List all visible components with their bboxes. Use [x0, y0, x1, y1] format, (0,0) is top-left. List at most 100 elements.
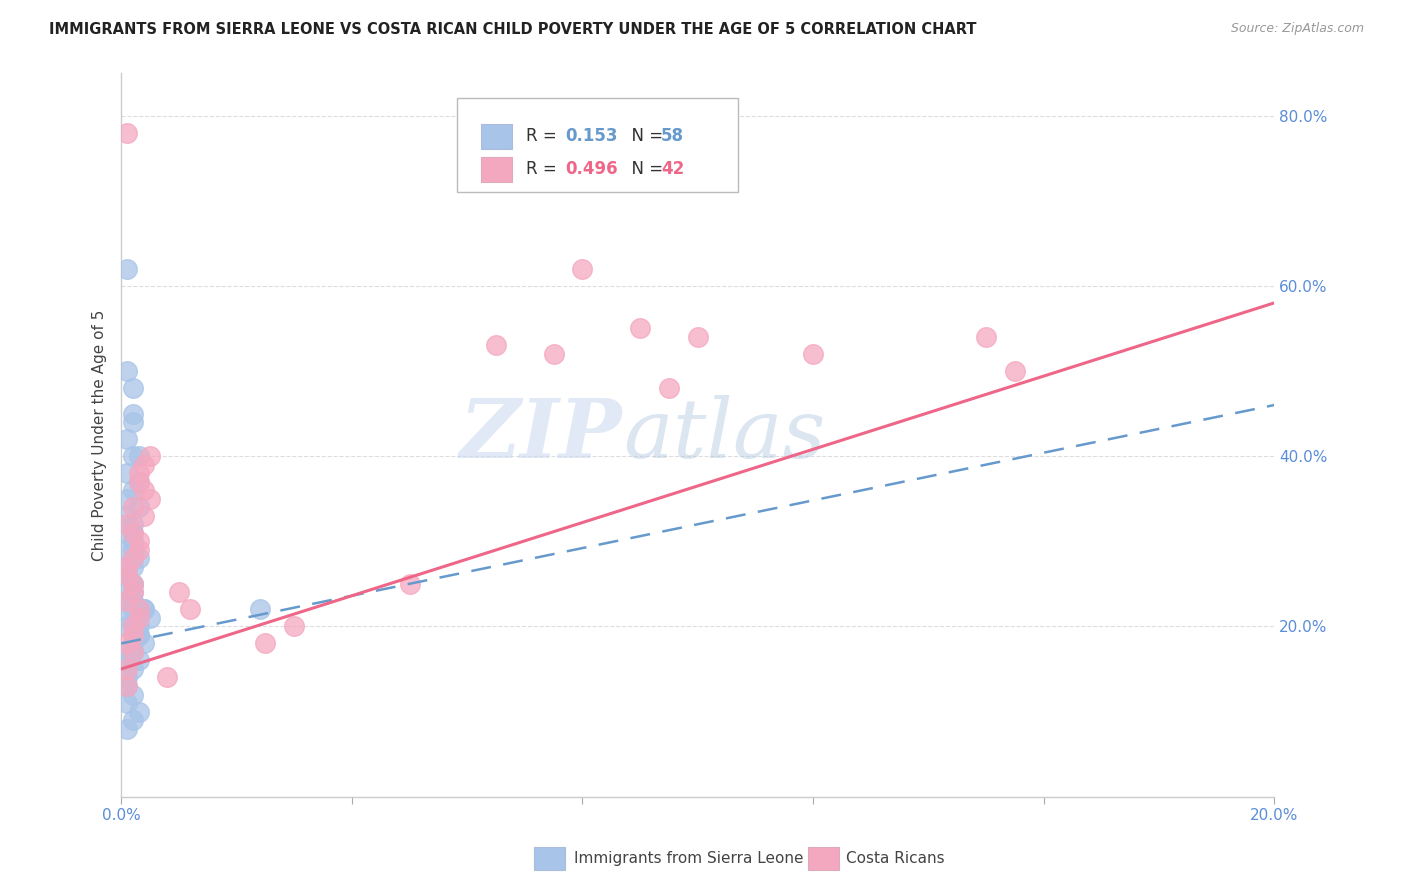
Text: 58: 58	[661, 128, 683, 145]
Point	[121, 517, 143, 532]
Point	[128, 619, 150, 633]
Point	[121, 381, 143, 395]
Point	[1004, 364, 1026, 378]
Text: Immigrants from Sierra Leone: Immigrants from Sierra Leone	[574, 851, 803, 865]
Point	[115, 542, 138, 557]
Point	[115, 568, 138, 582]
Point	[121, 551, 143, 566]
Point	[134, 602, 156, 616]
Point	[658, 381, 681, 395]
Point	[121, 602, 143, 616]
Point	[128, 611, 150, 625]
Point	[121, 713, 143, 727]
Point	[128, 551, 150, 566]
Point	[115, 261, 138, 276]
Point	[115, 696, 138, 710]
Point	[121, 542, 143, 557]
Point	[134, 483, 156, 498]
Point	[115, 619, 138, 633]
Point	[121, 585, 143, 599]
Point	[283, 619, 305, 633]
Point	[115, 525, 138, 540]
Text: N =: N =	[621, 161, 669, 178]
Point	[128, 602, 150, 616]
Point	[115, 508, 138, 523]
Point	[139, 449, 162, 463]
Point	[121, 619, 143, 633]
Point	[121, 619, 143, 633]
Text: ZIP: ZIP	[460, 395, 623, 475]
Point	[115, 432, 138, 446]
Point	[121, 577, 143, 591]
Point	[115, 671, 138, 685]
Point	[179, 602, 201, 616]
Point	[115, 466, 138, 480]
Point	[121, 628, 143, 642]
Point	[115, 636, 138, 650]
Point	[485, 338, 508, 352]
Point	[128, 705, 150, 719]
Point	[115, 491, 138, 506]
Y-axis label: Child Poverty Under the Age of 5: Child Poverty Under the Age of 5	[93, 310, 107, 560]
Point	[543, 347, 565, 361]
Text: IMMIGRANTS FROM SIERRA LEONE VS COSTA RICAN CHILD POVERTY UNDER THE AGE OF 5 COR: IMMIGRANTS FROM SIERRA LEONE VS COSTA RI…	[49, 22, 977, 37]
Point	[115, 653, 138, 667]
Point	[249, 602, 271, 616]
Point	[121, 551, 143, 566]
Point	[121, 645, 143, 659]
Point	[121, 594, 143, 608]
Point	[115, 126, 138, 140]
Point	[115, 679, 138, 693]
Point	[115, 662, 138, 676]
Point	[571, 261, 593, 276]
Text: Source: ZipAtlas.com: Source: ZipAtlas.com	[1230, 22, 1364, 36]
Point	[121, 407, 143, 421]
Point	[115, 568, 138, 582]
Point	[121, 525, 143, 540]
Point	[115, 517, 138, 532]
Point	[134, 636, 156, 650]
Point	[121, 415, 143, 429]
Text: atlas: atlas	[623, 395, 825, 475]
Point	[121, 662, 143, 676]
Point	[128, 628, 150, 642]
Point	[121, 483, 143, 498]
Point	[128, 534, 150, 549]
Text: R =: R =	[526, 161, 562, 178]
Point	[115, 679, 138, 693]
Point	[121, 525, 143, 540]
Point	[121, 585, 143, 599]
Point	[128, 475, 150, 489]
Point	[115, 559, 138, 574]
Point	[134, 602, 156, 616]
Point	[115, 722, 138, 736]
Point	[628, 321, 651, 335]
Point	[254, 636, 277, 650]
Text: 0.496: 0.496	[565, 161, 617, 178]
Point	[801, 347, 824, 361]
Point	[128, 449, 150, 463]
Point	[115, 594, 138, 608]
Point	[128, 475, 150, 489]
Point	[974, 330, 997, 344]
Point	[121, 577, 143, 591]
Point	[121, 559, 143, 574]
Point	[139, 491, 162, 506]
Text: N =: N =	[621, 128, 669, 145]
Point	[121, 449, 143, 463]
Point	[121, 636, 143, 650]
Point	[121, 645, 143, 659]
Point	[115, 559, 138, 574]
Text: 42: 42	[661, 161, 685, 178]
Text: R =: R =	[526, 128, 562, 145]
Point	[134, 458, 156, 472]
Point	[139, 611, 162, 625]
Point	[121, 534, 143, 549]
Point	[167, 585, 190, 599]
Point	[121, 500, 143, 515]
Point	[115, 585, 138, 599]
Point	[115, 645, 138, 659]
Point	[128, 628, 150, 642]
Point	[128, 500, 150, 515]
Point	[128, 466, 150, 480]
